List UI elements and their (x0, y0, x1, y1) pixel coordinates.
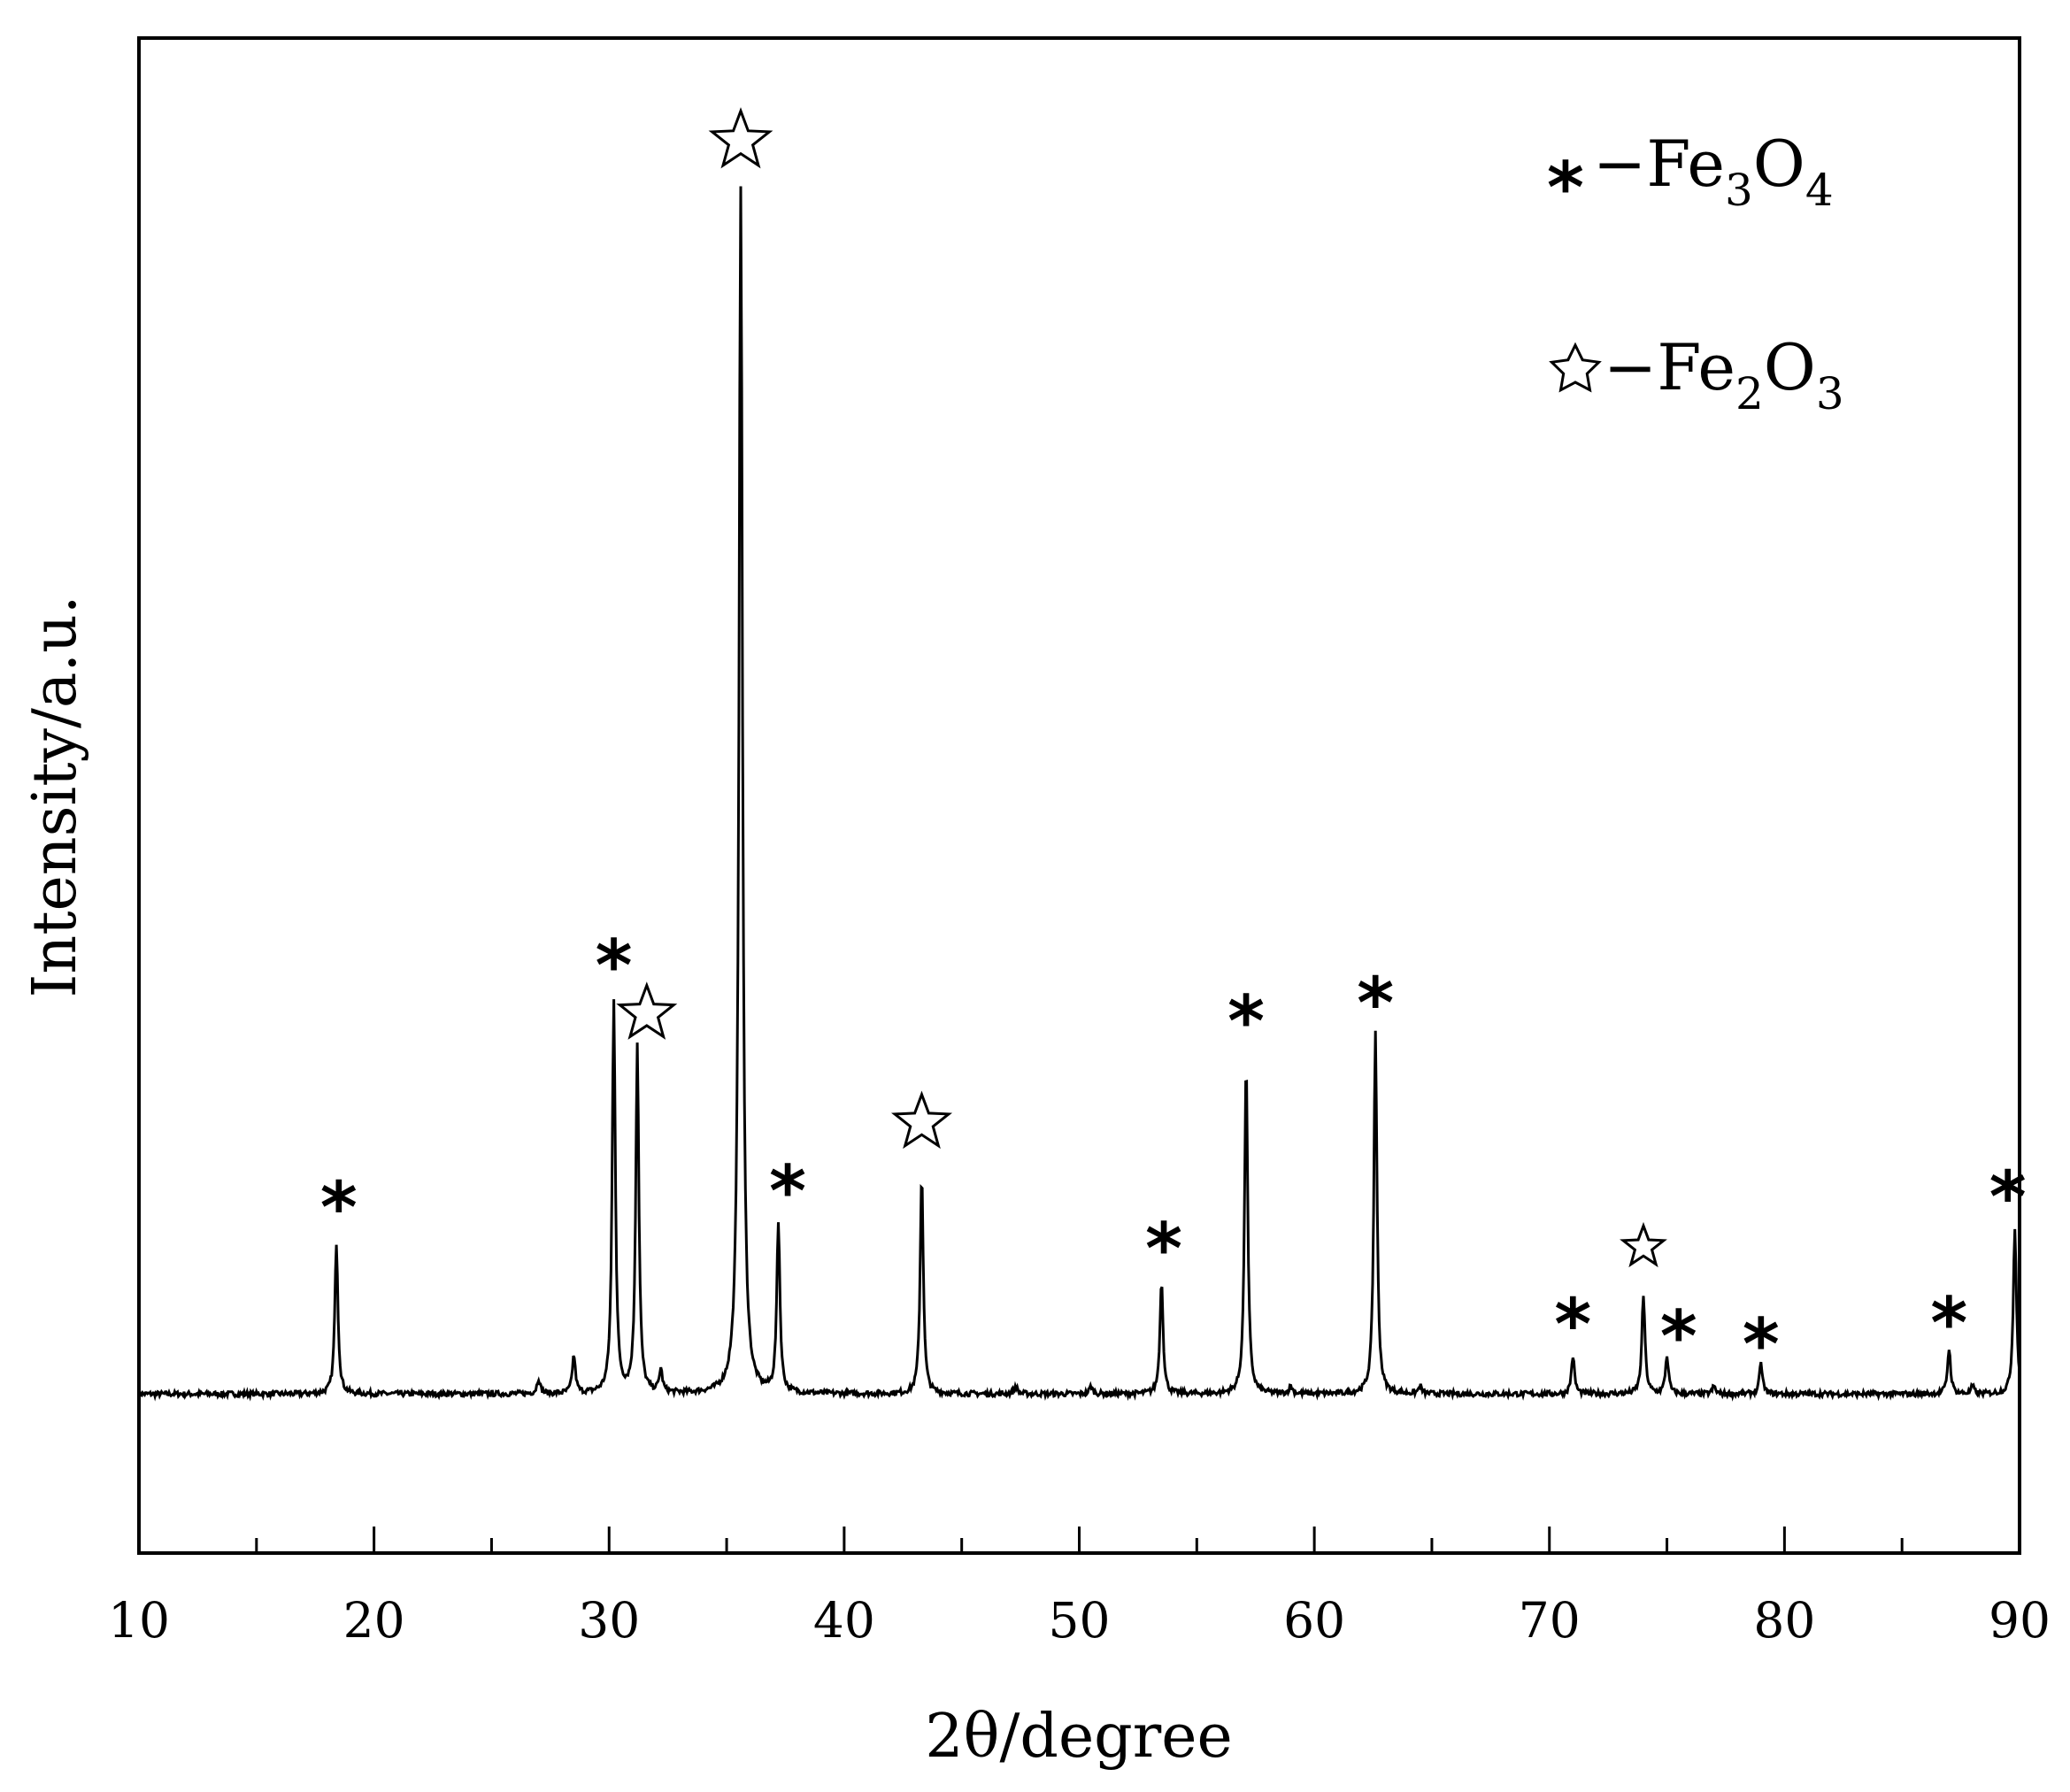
peak-markers: * * * * * * * * * * * (320, 107, 2027, 1386)
legend-star-icon (1549, 342, 1602, 393)
y-axis-title: Intensity/a.u. (20, 596, 90, 998)
x-tick-label: 30 (578, 1592, 640, 1649)
asterisk-marker-icon: * (1930, 1282, 1967, 1365)
x-tick-label: 70 (1519, 1592, 1581, 1649)
x-tick-label: 40 (813, 1592, 875, 1649)
star-marker-icon (708, 107, 773, 169)
x-tick-label: 20 (343, 1592, 405, 1649)
star-marker-icon (616, 981, 678, 1040)
xrd-pattern-line (137, 186, 2021, 1402)
legend-entry-fe2o3: −Fe2O3 (1549, 330, 1844, 419)
legend-label-fe3o4: −Fe3O4 (1593, 127, 1834, 216)
asterisk-marker-icon: * (596, 925, 633, 1007)
x-tick-label: 80 (1753, 1592, 1815, 1649)
star-marker-icon (890, 1090, 953, 1150)
x-axis-ticks (137, 1527, 2021, 1553)
star-marker-icon (1620, 1221, 1667, 1268)
asterisk-marker-icon: * (320, 1167, 358, 1250)
legend-asterisk-icon: * (1547, 147, 1584, 229)
asterisk-marker-icon: * (1357, 963, 1394, 1045)
asterisk-marker-icon: * (1145, 1208, 1182, 1290)
asterisk-marker-icon: * (1660, 1296, 1697, 1378)
legend-entry-fe3o4: * −Fe3O4 (1547, 127, 1834, 229)
x-tick-label: 60 (1283, 1592, 1345, 1649)
x-axis-title: 2θ/degree (925, 1702, 1232, 1772)
asterisk-marker-icon: * (1989, 1157, 2027, 1239)
plot-frame (137, 36, 2021, 1555)
legend: * −Fe3O4 −Fe2O3 (1547, 127, 1844, 419)
asterisk-marker-icon: * (1227, 981, 1265, 1063)
x-tick-label: 90 (1989, 1592, 2051, 1649)
x-axis-tick-labels: 10 20 30 40 50 60 70 80 90 (108, 1592, 2051, 1649)
x-tick-label: 10 (108, 1592, 170, 1649)
legend-label-fe2o3: −Fe2O3 (1604, 330, 1844, 419)
asterisk-marker-icon: * (1743, 1304, 1780, 1386)
asterisk-marker-icon: * (1554, 1284, 1591, 1366)
x-tick-label: 50 (1049, 1592, 1111, 1649)
asterisk-marker-icon: * (769, 1150, 806, 1233)
